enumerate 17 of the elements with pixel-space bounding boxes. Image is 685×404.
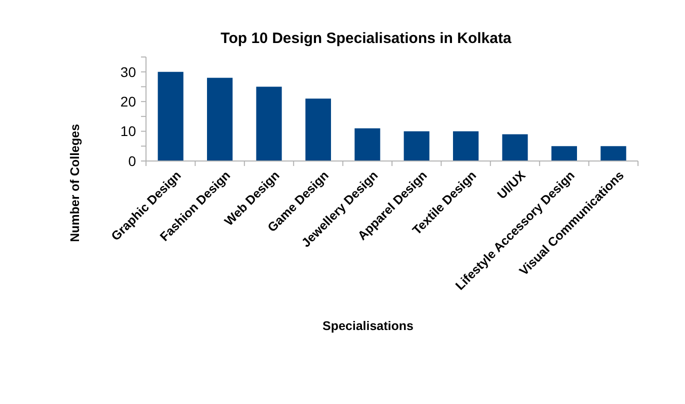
bar (404, 131, 430, 161)
y-axis-title: Number of Colleges (68, 124, 82, 242)
bar (207, 78, 233, 161)
bar (256, 86, 282, 161)
x-axis-title: Specialisations (322, 319, 414, 333)
bar (453, 131, 479, 161)
y-tick-label: 0 (128, 152, 136, 169)
y-tick-label: 10 (120, 123, 136, 140)
chart-title: Top 10 Design Specialisations in Kolkata (220, 30, 512, 47)
bar (305, 98, 331, 161)
bar (354, 128, 380, 161)
bar (551, 146, 577, 161)
bar (502, 134, 528, 161)
bar (600, 146, 626, 161)
y-tick-label: 30 (120, 64, 136, 80)
bar (158, 72, 184, 161)
y-tick-label: 20 (120, 93, 136, 110)
